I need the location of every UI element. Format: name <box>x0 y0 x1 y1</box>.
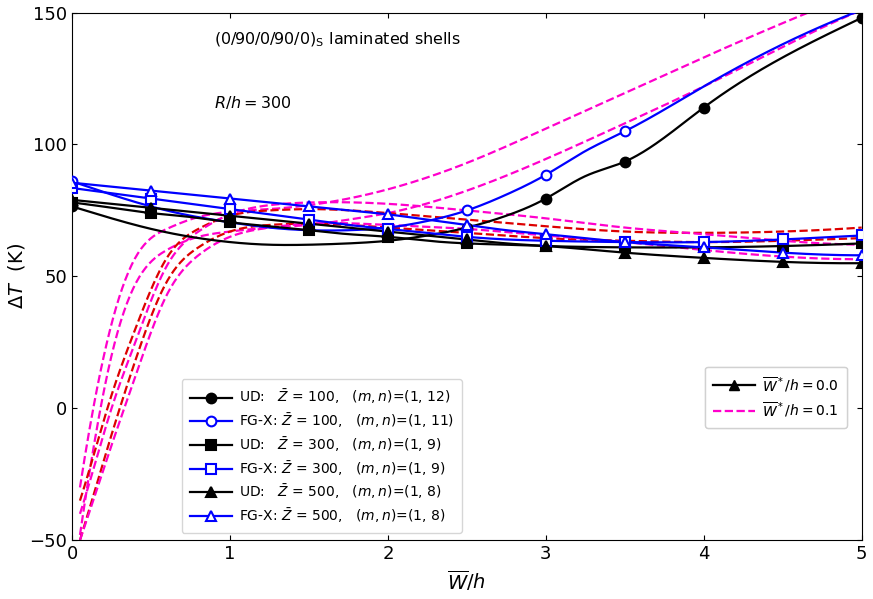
Text: $R/h = 300$: $R/h = 300$ <box>214 95 292 111</box>
X-axis label: $\overline{W}/h$: $\overline{W}/h$ <box>448 568 486 594</box>
Legend: $\overline{W}^*/h = 0.0$, $\overline{W}^*/h = 0.1$: $\overline{W}^*/h = 0.0$, $\overline{W}^… <box>705 367 847 428</box>
Text: $(0/90/0/90/0)_{\mathregular{S}}$ laminated shells: $(0/90/0/90/0)_{\mathregular{S}}$ lamina… <box>214 31 461 50</box>
Y-axis label: $\Delta T$  (K): $\Delta T$ (K) <box>5 243 26 310</box>
